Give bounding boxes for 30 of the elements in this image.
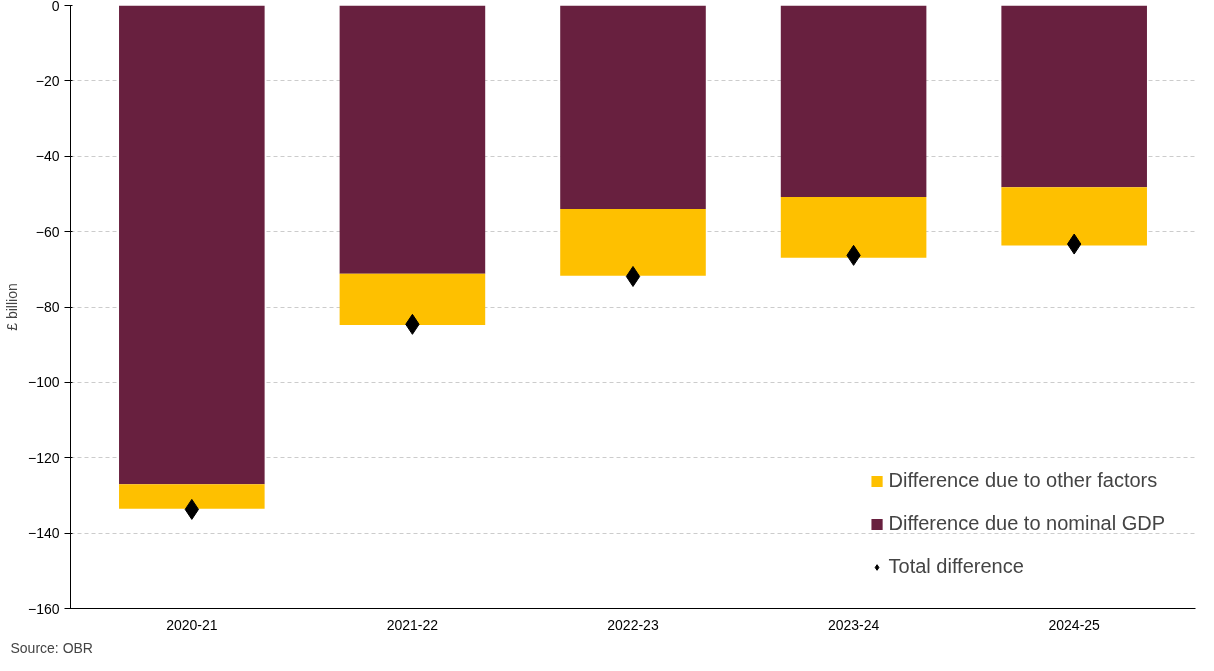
x-tick-label: 2023-24 bbox=[827, 616, 880, 633]
y-axis-title: £ billion bbox=[3, 283, 20, 331]
bar bbox=[780, 196, 927, 258]
bar bbox=[1001, 187, 1147, 246]
point bbox=[625, 265, 641, 287]
y-tick-label: −160 bbox=[27, 600, 60, 617]
y-tick-label: −140 bbox=[27, 525, 60, 542]
x-tick-label: 2020-21 bbox=[166, 616, 218, 633]
y-tick-label: −100 bbox=[27, 374, 60, 391]
legend-label: Difference due to nominal GDP bbox=[888, 512, 1165, 535]
y-tick-label: −60 bbox=[35, 223, 60, 240]
bar bbox=[1001, 5, 1147, 188]
y-tick-label: −40 bbox=[35, 148, 60, 165]
x-tick-label: 2024-25 bbox=[1048, 616, 1101, 633]
y-tick-label: −80 bbox=[35, 299, 60, 315]
y-tick-label: −20 bbox=[35, 72, 60, 89]
x-tick-label: 2022-23 bbox=[607, 616, 659, 633]
legend-label: Difference due to other factors bbox=[888, 469, 1158, 492]
bar bbox=[339, 5, 486, 274]
bar bbox=[560, 209, 706, 276]
bar bbox=[119, 5, 265, 485]
source-note: Source: OBR bbox=[10, 639, 93, 656]
y-tick-label: 0 bbox=[51, 0, 60, 14]
bar bbox=[780, 5, 927, 197]
bar bbox=[119, 484, 265, 509]
x-tick-label: 2021-22 bbox=[386, 616, 439, 633]
legend-label: Total difference bbox=[888, 555, 1024, 578]
y-tick-label: −120 bbox=[27, 449, 60, 466]
bar bbox=[339, 273, 486, 326]
bar bbox=[560, 5, 706, 210]
